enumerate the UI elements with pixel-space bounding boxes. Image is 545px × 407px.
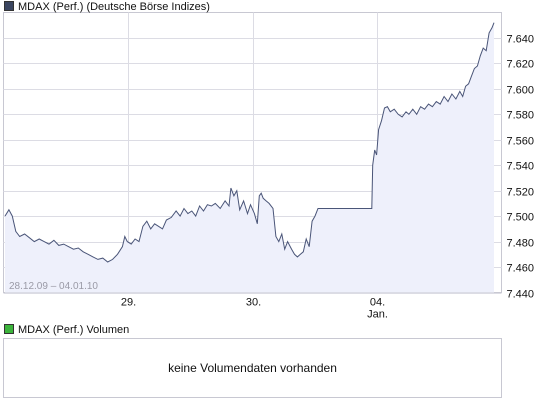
x-tick-label: 29. [121,297,136,309]
x-tick-label: 30. [246,297,261,309]
x-tick-sublabel: Jan. [367,309,388,321]
y-tick-label: 7.460 [507,263,535,275]
y-tick-label: 7.560 [507,136,535,148]
y-tick-label: 7.440 [507,289,535,301]
volume-legend-swatch [4,324,14,334]
y-tick-label: 7.520 [507,187,535,199]
x-tick-label: 04. [370,297,385,309]
price-legend-swatch [4,1,14,11]
volume-legend-label: MDAX (Perf.) Volumen [18,324,130,336]
date-range-label: 28.12.09 – 04.01.10 [9,281,98,292]
y-tick-label: 7.600 [507,85,535,97]
volume-panel: keine Volumendaten vorhanden [3,338,502,398]
price-legend-label: MDAX (Perf.) (Deutsche Börse Indizes) [18,1,210,13]
x-axis-ticks: 29. 30. 04.Jan. [121,297,388,321]
y-tick-label: 7.500 [507,212,535,224]
y-tick-label: 7.480 [507,238,535,250]
y-tick-label: 7.540 [507,161,535,173]
price-legend: MDAX (Perf.) (Deutsche Börse Indizes) [2,0,210,14]
price-line [4,22,495,263]
volume-legend: MDAX (Perf.) Volumen [2,323,129,337]
price-area-fill [5,22,494,293]
y-tick-label: 7.580 [507,110,535,122]
y-axis-ticks: 7.440 7.460 7.480 7.500 7.520 7.540 7.560 7.580… [507,34,535,301]
y-tick-label: 7.620 [507,59,535,71]
y-tick-label: 7.640 [507,34,535,46]
volume-empty-message: keine Volumendaten vorhanden [168,361,337,375]
